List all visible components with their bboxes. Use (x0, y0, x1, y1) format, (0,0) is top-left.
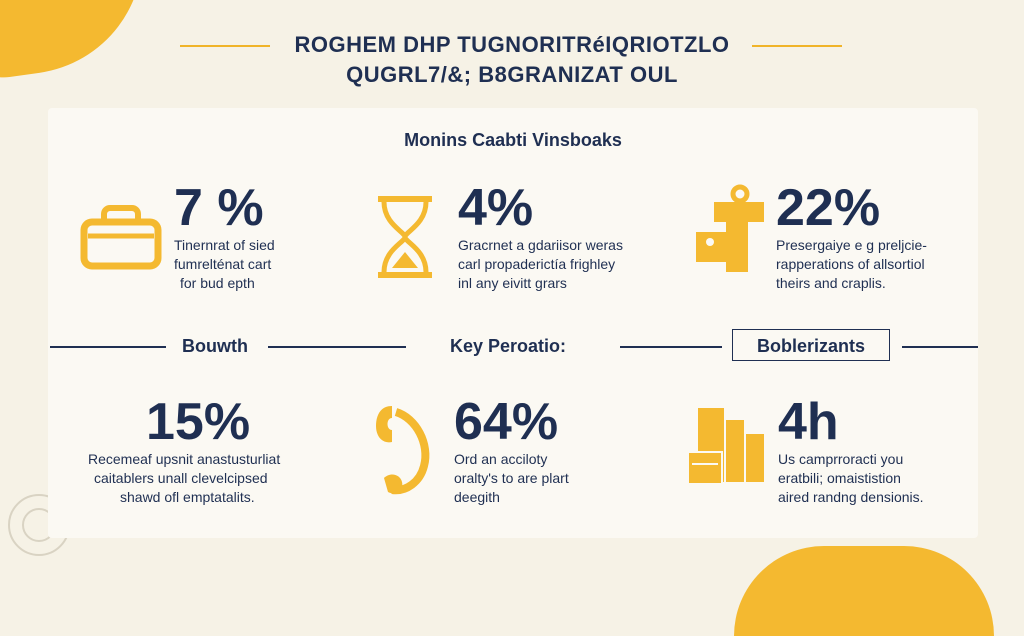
divider-label-right: Boblerizants (732, 329, 890, 361)
stat-desc-line: Us camprroracti you (778, 451, 904, 467)
stat-desc-line: caitablers unall clevelcipsed (94, 470, 268, 486)
stat-desc-line: for bud epth (180, 275, 255, 291)
title-rule-left (180, 45, 270, 47)
stat-desc-line: Recemeaf upsnit anastusturliat (88, 451, 281, 467)
divider-right-a (620, 346, 722, 348)
infographic-card: Monins Caabti Vinsboaks 7 % Tinernrat of… (48, 108, 978, 538)
stacked-boxes-icon (687, 408, 764, 485)
stat-bottom-3: 4h Us camprroracti you eratbili; omaisti… (778, 394, 924, 507)
stat-desc-line: deegith (454, 489, 500, 505)
stat-desc-line: eratbili; omaististion (778, 470, 901, 486)
divider-right-b (902, 346, 978, 348)
stat-desc-line: Ord an acciloty (454, 451, 548, 467)
stat-desc-line: carl propaderictía frighley (458, 256, 616, 272)
stat-value: 4h (778, 393, 839, 451)
stat-value: 64% (454, 393, 559, 451)
stat-desc-line: rapperations of allsortiol (776, 256, 925, 272)
stat-bottom-2: 64% Ord an acciloty oralty's to are plar… (454, 394, 569, 507)
stat-top-3: 22% Presergaiye e g preljcie- rapperatio… (776, 180, 927, 293)
stat-desc-line: Tinernrat of sied (174, 237, 275, 253)
stat-desc-line: Gracrnet a gdariisor weras (458, 237, 623, 253)
divider-label-center: Key Peroatio: (450, 336, 567, 356)
title-line-2: QUGRL7/&; B8GRANIZAT OUL (346, 62, 678, 87)
hourglass-icon (378, 196, 432, 278)
stat-desc-line: inl any eivitt grars (458, 275, 567, 291)
stat-desc-line: shawd ofl emptatalits. (120, 489, 255, 505)
stat-desc-line: theirs and craplis. (776, 275, 886, 291)
stat-bottom-1: 15% Recemeaf upsnit anastusturliat caita… (88, 394, 280, 507)
decorative-blob-bottom-right (734, 546, 994, 636)
stat-desc-line: Presergaiye e g preljcie- (776, 237, 927, 253)
stat-top-2: 4% Gracrnet a gdariisor weras carl propa… (458, 180, 623, 293)
shopping-basket-icon (80, 205, 162, 270)
title-rule-right (752, 45, 842, 47)
stat-desc-line: fumrelténat cart (174, 256, 272, 272)
stat-top-1: 7 % Tinernrat of sied fumrelténat cart f… (174, 180, 275, 293)
title-line-1: ROGHEM DHP TUGNORITRéIQRIOTZLO (294, 32, 730, 57)
stat-value: 22% (776, 179, 881, 237)
divider-left-b (268, 346, 406, 348)
stat-desc-line: aired randng densionis. (778, 489, 924, 505)
stat-value: 7 % (174, 179, 264, 237)
section-title: Monins Caabti Vinsboaks (404, 130, 622, 150)
divider-left-a (50, 346, 166, 348)
stat-value: 4% (458, 179, 534, 237)
page-title: ROGHEM DHP TUGNORITRéIQRIOTZLO QUGRL7/&;… (0, 30, 1024, 90)
key-lock-icon (696, 184, 764, 272)
stat-value: 15% (146, 393, 251, 451)
stat-desc-line: oralty's to are plart (454, 470, 569, 486)
divider-label-left: Bouwth (182, 336, 248, 356)
phone-handset-icon (376, 406, 430, 495)
